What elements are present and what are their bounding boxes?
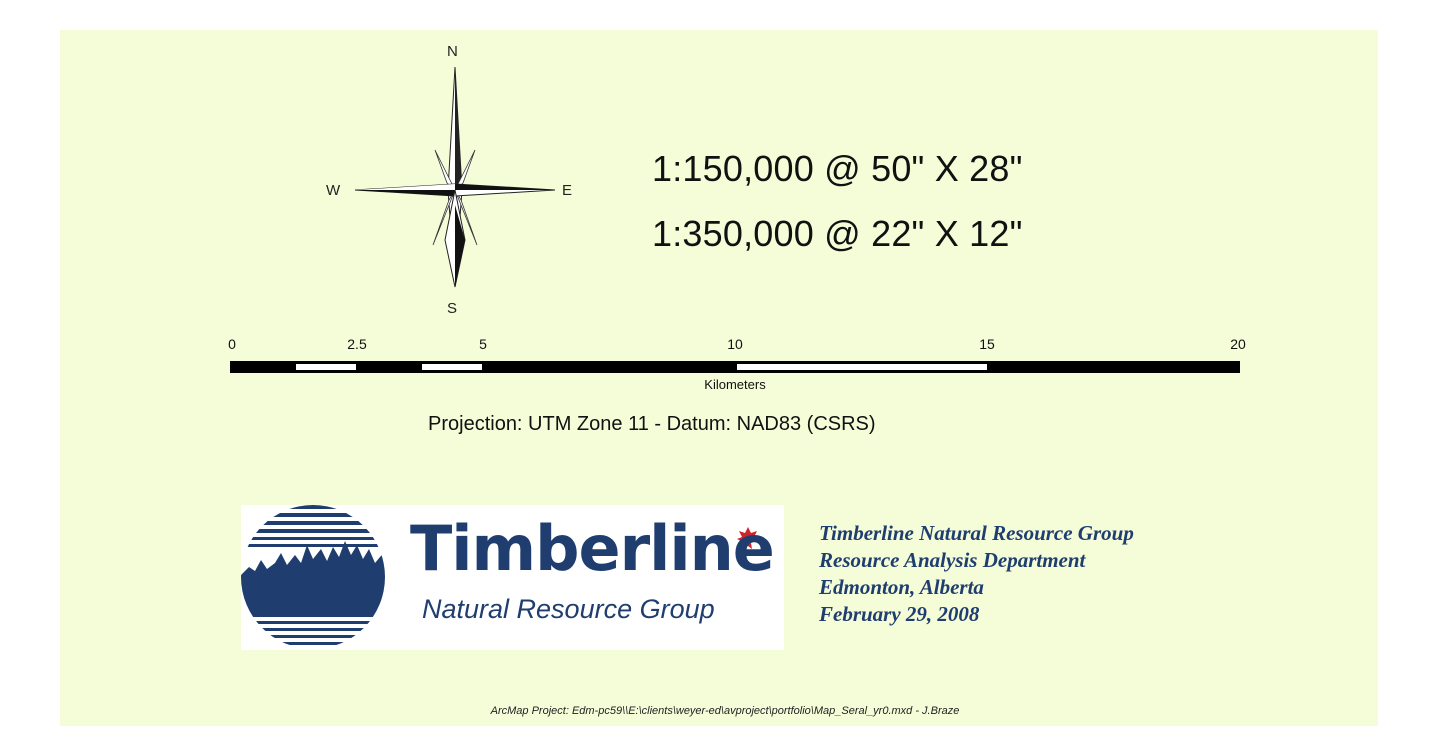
project-path-footer: ArcMap Project: Edm-pc59\\E:\clients\wey… (490, 705, 960, 717)
maple-leaf-icon (737, 527, 759, 549)
logo-tagline: Natural Resource Group (422, 594, 715, 624)
compass-west-label: W (326, 182, 341, 199)
scale-tick-label: 5 (479, 336, 487, 352)
scale-bar-segment (422, 364, 482, 370)
scale-tick-label: 2.5 (347, 336, 367, 352)
north-arrow: N S E W (315, 43, 595, 325)
scale-tick-label: 10 (727, 336, 743, 352)
logo-globe-icon (241, 505, 759, 649)
scale-bar-graphic (230, 361, 1240, 373)
scale-bar-units: Kilometers (704, 377, 766, 392)
scale-bar-segment (737, 364, 987, 370)
map-scale-small: 1:350,000 @ 22" X 12" (652, 213, 1023, 254)
logo-wordmark: Timberline (410, 512, 775, 585)
org-date: February 29, 2008 (819, 602, 980, 626)
compass-south-label: S (447, 300, 458, 317)
projection-info: Projection: UTM Zone 11 - Datum: NAD83 (… (428, 413, 876, 435)
scale-bar-segment (296, 364, 356, 370)
organization-block: Timberline Natural Resource Group Resour… (819, 520, 1134, 628)
compass-rose-icon (354, 66, 556, 288)
map-scale-large: 1:150,000 @ 50" X 28" (652, 148, 1023, 189)
org-name: Timberline Natural Resource Group (819, 521, 1134, 545)
org-location: Edmonton, Alberta (819, 575, 984, 599)
scale-tick-label: 0 (228, 336, 236, 352)
scale-tick-label: 20 (1230, 336, 1246, 352)
compass-east-label: E (562, 182, 573, 199)
org-department: Resource Analysis Department (819, 548, 1086, 572)
timberline-logo: Timberline Natural Resource Group (241, 505, 784, 650)
scale-tick-label: 15 (979, 336, 995, 352)
compass-north-label: N (447, 43, 458, 60)
scale-bar: 0 2.5 5 10 15 20 Kilometers (228, 336, 1258, 396)
